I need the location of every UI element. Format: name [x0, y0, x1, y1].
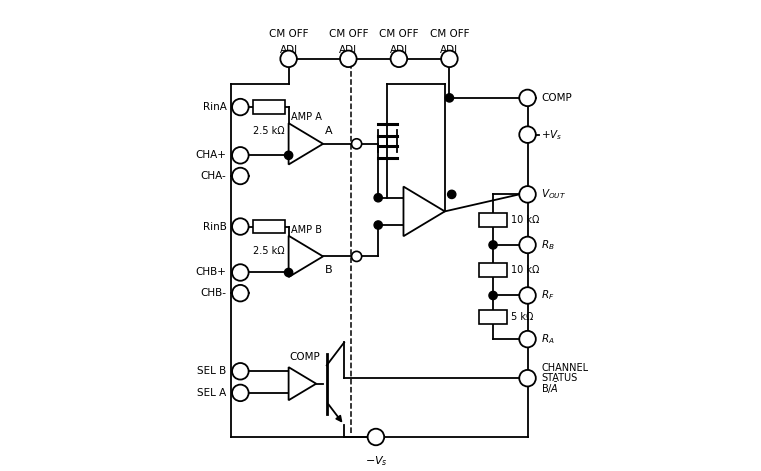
Text: AMP B: AMP B	[291, 225, 322, 235]
Text: +: +	[289, 387, 299, 400]
Text: CM OFF: CM OFF	[430, 29, 470, 39]
Text: $V_{OUT}$: $V_{OUT}$	[541, 187, 566, 201]
Text: 8: 8	[373, 432, 378, 441]
Text: B: B	[326, 265, 333, 275]
Text: CHA-: CHA-	[201, 171, 227, 181]
Text: 4: 4	[396, 54, 402, 63]
Circle shape	[445, 94, 454, 102]
Circle shape	[232, 363, 249, 380]
Polygon shape	[288, 367, 316, 400]
Text: 14: 14	[523, 240, 533, 250]
Text: 11: 11	[523, 130, 532, 139]
Text: CHA+: CHA+	[196, 150, 227, 160]
Text: −: −	[407, 191, 419, 205]
Circle shape	[340, 50, 357, 67]
Text: CM OFF: CM OFF	[329, 29, 368, 39]
Text: $R_A$: $R_A$	[541, 332, 555, 346]
Circle shape	[519, 287, 536, 304]
Text: SEL A: SEL A	[197, 388, 227, 398]
Text: $-V_s$: $-V_s$	[365, 455, 387, 468]
Text: CM OFF: CM OFF	[379, 29, 419, 39]
Bar	[479, 310, 507, 324]
Text: 3: 3	[447, 54, 452, 63]
Text: A: A	[326, 126, 333, 136]
Circle shape	[519, 236, 536, 253]
Text: $+V_s$: $+V_s$	[541, 128, 562, 142]
Text: 19: 19	[236, 289, 245, 298]
Text: CHB-: CHB-	[201, 288, 227, 298]
Text: 7: 7	[525, 374, 530, 382]
Text: 9: 9	[237, 367, 243, 376]
Text: COMP: COMP	[290, 352, 320, 362]
Text: ADJ: ADJ	[279, 45, 298, 55]
Text: 18: 18	[236, 268, 245, 277]
Text: STATUS: STATUS	[541, 373, 578, 383]
Text: 17: 17	[236, 222, 245, 231]
Polygon shape	[288, 236, 323, 277]
Text: CHB+: CHB+	[196, 268, 227, 277]
Text: 16: 16	[523, 334, 533, 344]
Text: CM OFF: CM OFF	[269, 29, 308, 39]
Circle shape	[232, 285, 249, 301]
Circle shape	[489, 241, 497, 249]
Circle shape	[368, 429, 384, 445]
Text: 2.5 kΩ: 2.5 kΩ	[253, 126, 285, 137]
Text: $R_F$: $R_F$	[541, 289, 555, 302]
Text: 13: 13	[523, 190, 533, 199]
Circle shape	[232, 99, 249, 115]
Circle shape	[232, 385, 249, 401]
Text: 2.5 kΩ: 2.5 kΩ	[253, 246, 285, 256]
Text: 10 kΩ: 10 kΩ	[511, 265, 539, 275]
Circle shape	[285, 151, 293, 160]
Circle shape	[232, 264, 249, 281]
Circle shape	[352, 139, 361, 149]
Bar	[253, 219, 285, 234]
Text: RinA: RinA	[202, 102, 227, 112]
Circle shape	[352, 252, 361, 261]
Text: ADJ: ADJ	[441, 45, 458, 55]
Bar	[479, 213, 507, 227]
Circle shape	[447, 190, 456, 198]
Text: 12: 12	[523, 93, 532, 102]
Text: 1: 1	[237, 103, 243, 112]
Text: $R_B$: $R_B$	[541, 238, 555, 252]
Text: CHANNEL: CHANNEL	[541, 363, 588, 373]
Circle shape	[519, 331, 536, 348]
Circle shape	[519, 126, 536, 143]
Text: SEL B: SEL B	[197, 366, 227, 376]
Circle shape	[285, 268, 293, 276]
Text: ADJ: ADJ	[339, 45, 358, 55]
Circle shape	[519, 186, 536, 203]
Bar	[253, 100, 285, 114]
Polygon shape	[288, 123, 323, 164]
Bar	[479, 263, 507, 277]
Circle shape	[232, 218, 249, 235]
Text: COMP: COMP	[541, 93, 572, 103]
Text: RinB: RinB	[202, 221, 227, 232]
Text: 5 kΩ: 5 kΩ	[511, 312, 533, 322]
Circle shape	[519, 370, 536, 386]
Text: B/$\bar{A}$: B/$\bar{A}$	[541, 381, 559, 396]
Text: −: −	[289, 367, 299, 381]
Circle shape	[280, 50, 297, 67]
Circle shape	[441, 50, 457, 67]
Circle shape	[390, 50, 407, 67]
Text: +: +	[407, 218, 419, 232]
Circle shape	[232, 147, 249, 163]
Circle shape	[489, 292, 497, 300]
Text: AMP A: AMP A	[291, 112, 322, 122]
Text: 6: 6	[285, 54, 291, 63]
Circle shape	[374, 221, 382, 229]
Circle shape	[374, 194, 382, 202]
Polygon shape	[403, 187, 445, 236]
Text: 2: 2	[237, 151, 243, 160]
Text: 10 kΩ: 10 kΩ	[511, 215, 539, 225]
Text: ADJ: ADJ	[390, 45, 408, 55]
Circle shape	[519, 89, 536, 106]
Text: 20: 20	[236, 171, 245, 180]
Text: 15: 15	[523, 291, 533, 300]
Text: 5: 5	[345, 54, 352, 63]
Circle shape	[232, 168, 249, 184]
Text: 10: 10	[236, 389, 245, 398]
